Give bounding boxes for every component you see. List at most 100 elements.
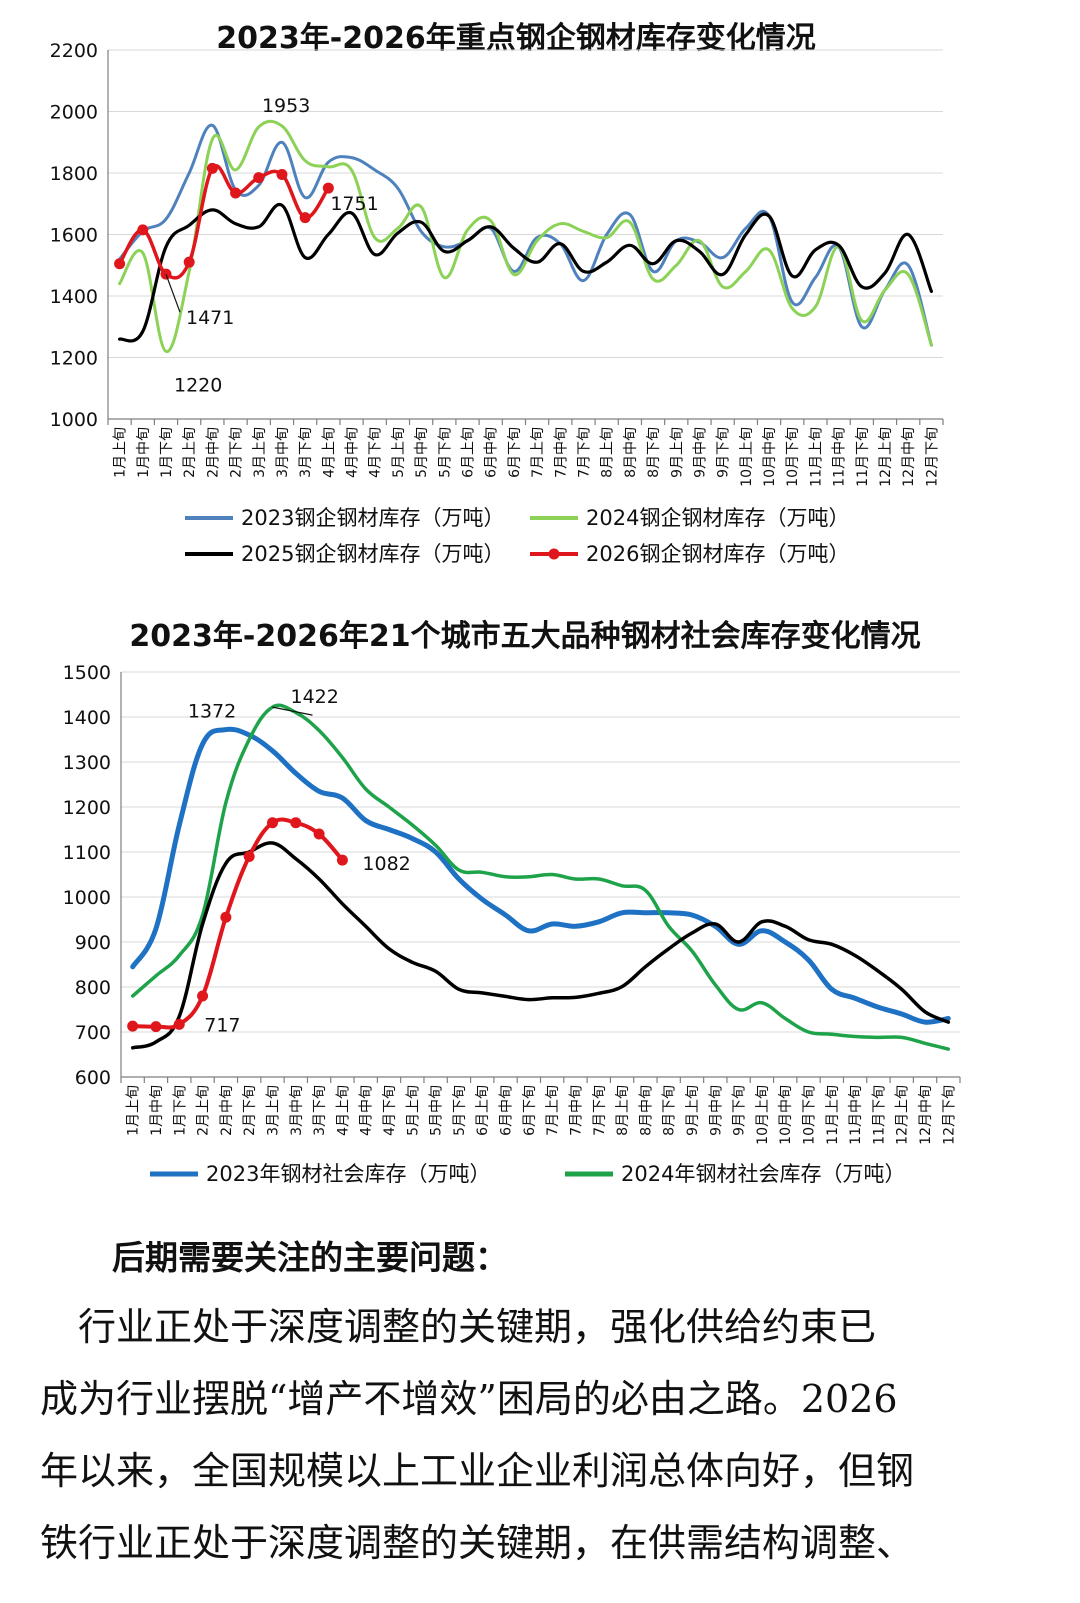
x-tick-label: 11月中旬 <box>848 1085 864 1145</box>
y-tick-label: 900 <box>75 932 111 954</box>
x-tick-label: 4月上旬 <box>321 427 337 478</box>
legend-label: 2023钢企钢材库存（万吨） <box>241 506 504 530</box>
y-tick-label: 1100 <box>63 842 111 864</box>
x-tick-label: 9月上旬 <box>685 1085 701 1136</box>
x-tick-label: 3月上旬 <box>252 427 268 478</box>
chart1-svg: 2023年-2026年重点钢企钢材库存变化情况 1000 1200 1400 1600 1… <box>50 21 944 566</box>
data-label: 1953 <box>262 95 310 117</box>
data-point <box>173 1018 185 1030</box>
x-tick-label: 1月中旬 <box>149 1085 165 1136</box>
x-tick-label: 3月上旬 <box>265 1085 281 1136</box>
x-tick-label: 7月中旬 <box>568 1085 584 1136</box>
x-tick-label: 5月下旬 <box>437 427 453 478</box>
series-line <box>130 726 951 1025</box>
x-tick-label: 11月上旬 <box>825 1085 841 1145</box>
legend-label: 2023年钢材社会库存（万吨） <box>206 1162 490 1186</box>
legend-marker <box>548 548 560 560</box>
x-tick-label: 2月下旬 <box>229 427 245 478</box>
data-point <box>336 854 348 866</box>
x-tick-label: 8月上旬 <box>600 427 616 478</box>
x-tick-label: 8月中旬 <box>623 427 639 478</box>
paragraph-line: 行业正处于深度调整的关键期，强化供给约束已 <box>40 1305 877 1349</box>
x-tick-label: 3月下旬 <box>298 427 314 478</box>
data-point <box>276 169 288 181</box>
annotation-leader <box>272 706 313 716</box>
x-tick-label: 10月下旬 <box>785 427 801 487</box>
x-tick-label: 5月下旬 <box>452 1085 468 1136</box>
x-tick-label: 6月中旬 <box>499 1085 515 1136</box>
x-tick-label: 9月中旬 <box>708 1085 724 1136</box>
data-label: 1471 <box>186 307 234 329</box>
x-tick-label: 6月下旬 <box>507 427 523 478</box>
x-tick-label: 2月下旬 <box>242 1085 258 1136</box>
paragraph-line: 成为行业摆脱“增产不增效”困局的必由之路。2026 <box>40 1377 898 1421</box>
data-label: 1220 <box>174 374 222 396</box>
x-tick-label: 4月中旬 <box>359 1085 375 1136</box>
x-tick-label: 10月上旬 <box>755 1085 771 1145</box>
x-tick-label: 12月中旬 <box>901 427 917 487</box>
series-line <box>118 202 933 343</box>
x-tick-label: 11月下旬 <box>855 427 871 487</box>
x-tick-label: 2月中旬 <box>205 427 221 478</box>
y-tick-label: 2000 <box>50 102 98 124</box>
x-tick-label: 2月上旬 <box>182 427 198 478</box>
x-tick-label: 11月下旬 <box>871 1085 887 1145</box>
legend-label: 2026钢企钢材库存（万吨） <box>586 542 849 566</box>
chart2-svg: 2023年-2026年21个城市五大品种钢材社会库存变化情况 600 700 800 9… <box>63 619 961 1186</box>
data-point <box>230 187 242 199</box>
data-label: 1372 <box>188 701 236 723</box>
series-line <box>130 703 951 1051</box>
data-label: 717 <box>204 1014 240 1036</box>
y-tick-label: 1000 <box>50 409 98 431</box>
data-label: 1082 <box>362 853 410 875</box>
x-tick-label: 1月上旬 <box>113 427 129 478</box>
data-point <box>322 182 334 194</box>
data-point <box>197 990 209 1002</box>
x-tick-label: 8月下旬 <box>662 1085 678 1136</box>
x-tick-label: 5月中旬 <box>429 1085 445 1136</box>
x-tick-label: 12月上旬 <box>878 427 894 487</box>
chart-title: 2023年-2026年21个城市五大品种钢材社会库存变化情况 <box>129 619 920 654</box>
data-point <box>290 817 302 829</box>
x-tick-label: 1月上旬 <box>126 1085 142 1136</box>
x-tick-label: 4月下旬 <box>382 1085 398 1136</box>
series-line <box>130 817 345 1030</box>
x-tick-label: 12月下旬 <box>941 1085 957 1145</box>
x-tick-label: 3月下旬 <box>312 1085 328 1136</box>
y-tick-label: 2200 <box>50 40 98 62</box>
x-tick-label: 7月上旬 <box>545 1085 561 1136</box>
data-point <box>183 256 195 268</box>
series-line <box>130 841 951 1050</box>
x-tick-label: 9月下旬 <box>732 1085 748 1136</box>
x-tick-label: 12月下旬 <box>924 427 940 487</box>
legend-label: 2024年钢材社会库存（万吨） <box>621 1162 905 1186</box>
x-tick-label: 5月中旬 <box>414 427 430 478</box>
series-line <box>117 164 331 280</box>
x-tick-label: 3月中旬 <box>275 427 291 478</box>
x-tick-label: 2月中旬 <box>219 1085 235 1136</box>
data-point <box>150 1021 162 1033</box>
paragraph-line: 铁行业正处于深度调整的关键期，在供需结构调整、 <box>40 1521 915 1565</box>
y-tick-label: 600 <box>75 1067 111 1089</box>
data-point <box>266 817 278 829</box>
x-tick-label: 6月上旬 <box>475 1085 491 1136</box>
annotation-leader <box>165 273 181 313</box>
y-tick-label: 800 <box>75 977 111 999</box>
x-tick-label: 11月上旬 <box>808 427 824 487</box>
x-tick-label: 9月上旬 <box>669 427 685 478</box>
x-tick-label: 10月中旬 <box>762 427 778 487</box>
y-tick-label: 1200 <box>50 348 98 370</box>
chart-social-inventory: 2023年-2026年21个城市五大品种钢材社会库存变化情况 600 700 800 9… <box>0 600 1080 1220</box>
data-label: 1751 <box>330 193 378 215</box>
data-point <box>220 911 232 923</box>
x-tick-label: 6月下旬 <box>522 1085 538 1136</box>
data-point <box>137 224 149 236</box>
x-tick-label: 9月中旬 <box>692 427 708 478</box>
x-tick-label: 10月上旬 <box>739 427 755 487</box>
y-tick-label: 1600 <box>50 225 98 247</box>
paragraph-line: 年以来，全国规模以上工业企业利润总体向好，但钢 <box>40 1449 915 1493</box>
data-point <box>127 1020 139 1032</box>
x-tick-label: 5月上旬 <box>391 427 407 478</box>
article-paragraph: 行业正处于深度调整的关键期，强化供给约束已 成为行业摆脱“增产不增效”困局的必由… <box>40 1291 1040 1579</box>
x-tick-label: 10月中旬 <box>778 1085 794 1145</box>
